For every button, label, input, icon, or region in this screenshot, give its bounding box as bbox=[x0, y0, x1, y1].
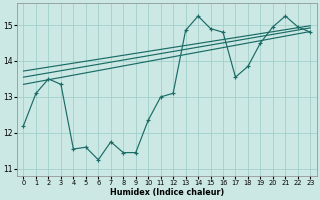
X-axis label: Humidex (Indice chaleur): Humidex (Indice chaleur) bbox=[110, 188, 224, 197]
